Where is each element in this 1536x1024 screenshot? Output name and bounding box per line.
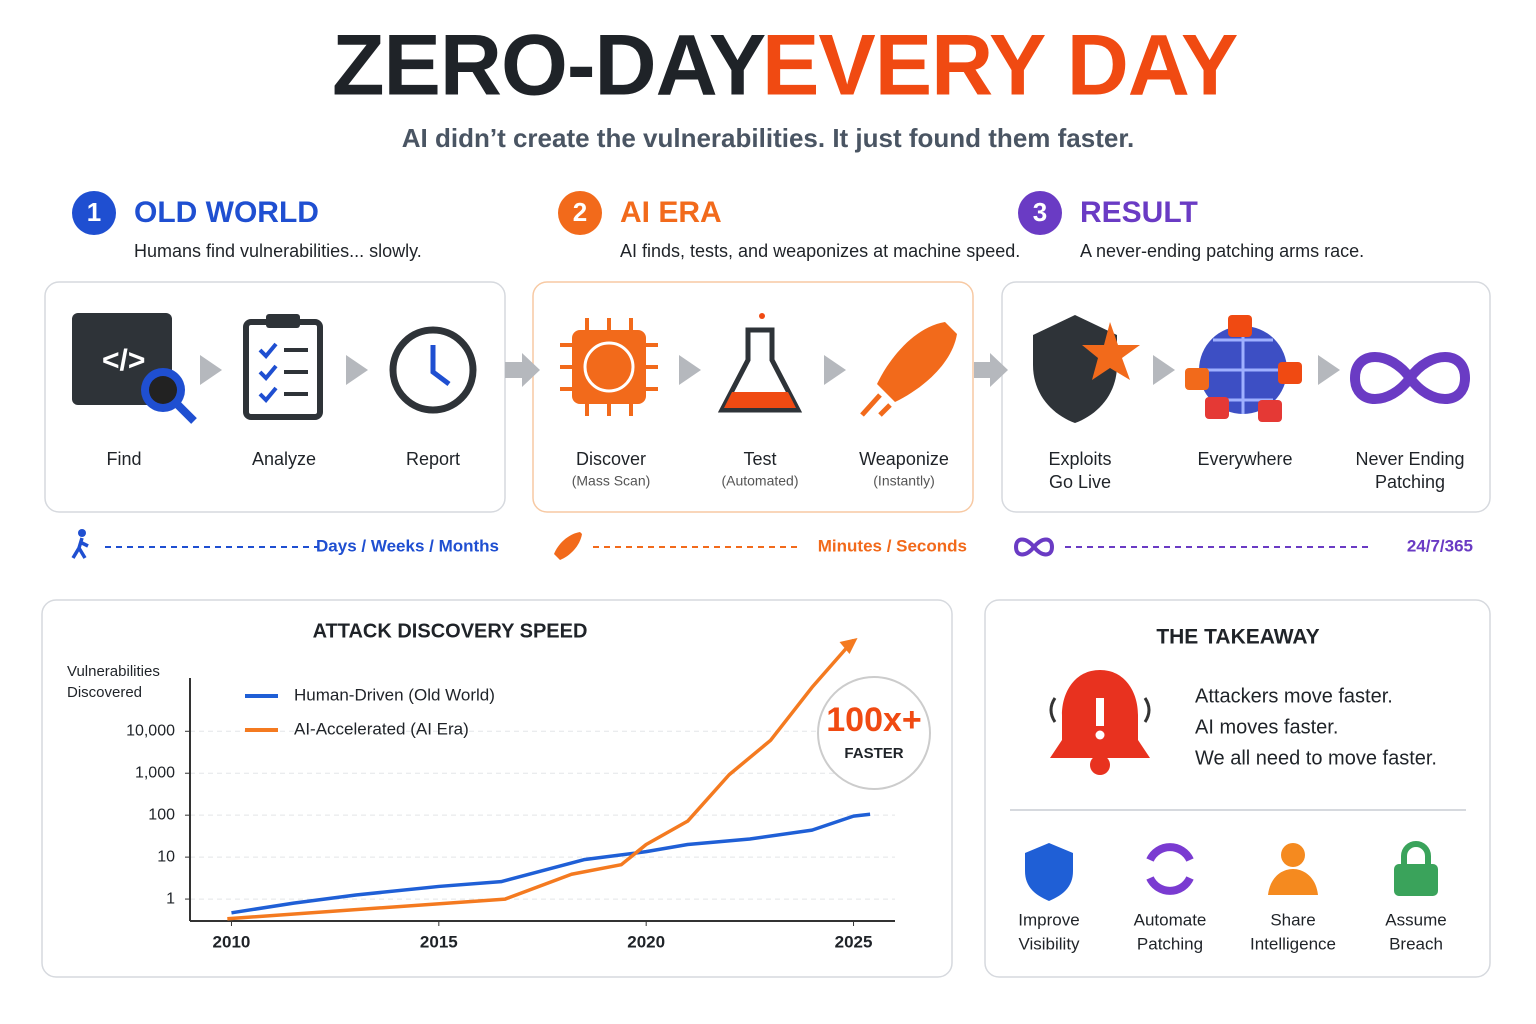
timeline-label: 24/7/365 [1407,536,1473,555]
svg-text:</>: </> [102,344,145,377]
section-tagline: A never-ending patching arms race. [1080,241,1364,261]
section-number: 1 [87,197,101,227]
step-label: Never Ending [1355,449,1464,469]
series-line [227,638,855,921]
section-number: 2 [573,197,587,227]
action-label: Breach [1389,934,1443,953]
icon-exploit [1033,315,1140,423]
chart-title: ATTACK DISCOVERY SPEED [313,620,588,642]
takeaway-line: We all need to move faster. [1195,747,1437,769]
icon-sync [1146,843,1194,895]
step-sublabel: (Mass Scan) [572,473,651,489]
icon-everywhere [1185,315,1302,422]
action-label: Intelligence [1250,934,1336,953]
action-label: Automate [1134,910,1207,929]
series-line [231,812,871,915]
action-label: Share [1270,910,1315,929]
x-tick-label: 2015 [420,932,458,951]
section-badge [558,191,602,235]
icon-infinity [1349,352,1471,404]
y-tick-label: 1 [166,890,175,907]
section-name: AI ERA [620,196,722,229]
y-axis-label: Vulnerabilities [67,663,160,680]
step-label: Weaponize [859,449,949,469]
action-label: Improve [1018,910,1079,929]
subtitle: AI didn’t create the vulnerabilities. It… [402,123,1134,153]
icon-shield [1025,843,1073,901]
icon-test [717,313,803,413]
step-label: Go Live [1049,472,1111,492]
step-label: Analyze [252,449,316,469]
y-tick-label: 1,000 [135,764,175,781]
timeline-icon [1013,537,1055,557]
icon-weaponize [860,322,957,417]
step-label: Report [406,449,460,469]
y-tick-label: 10 [157,848,175,865]
arrows [200,353,1340,387]
title-dark: ZERO-DAY [332,18,765,114]
icon-people [1268,843,1318,895]
step-label: Find [106,449,141,469]
action-label: Assume [1385,910,1446,929]
icon-find: </> [72,313,197,424]
step-label: Exploits [1048,449,1111,469]
timeline-icon [554,532,582,560]
icon-analyze [243,314,323,420]
takeaway-title: THE TAKEAWAY [1156,626,1319,649]
section-name: RESULT [1080,196,1198,229]
icon-bell [1049,670,1151,775]
action-label: Patching [1137,934,1203,953]
action-label: Visibility [1018,934,1080,953]
section-tagline: Humans find vulnerabilities... slowly. [134,241,422,261]
section-name: OLD WORLD [134,196,319,229]
timeline-icon [71,529,89,559]
timeline-label: Minutes / Seconds [818,536,967,555]
section-tagline: AI finds, tests, and weaponizes at machi… [620,241,1020,261]
step-label: Everywhere [1197,449,1292,469]
step-sublabel: (Automated) [721,473,798,489]
takeaway-line: AI moves faster. [1195,716,1338,738]
step-sublabel: (Instantly) [873,473,934,489]
step-label: Patching [1375,472,1445,492]
step-label: Discover [576,449,646,469]
y-tick-label: 10,000 [126,722,175,739]
timeline-label: Days / Weeks / Months [316,536,499,555]
step-label: Test [743,449,776,469]
section-badge [72,191,116,235]
x-tick-label: 2020 [627,932,665,951]
legend-label: AI-Accelerated (AI Era) [294,719,469,738]
x-tick-label: 2025 [835,932,873,951]
section-badge [1018,191,1062,235]
section-number: 3 [1033,197,1047,227]
y-tick-label: 100 [148,806,175,823]
title-accent: EVERY DAY [762,18,1237,114]
x-tick-label: 2010 [213,932,251,951]
y-axis-label: Discovered [67,684,142,701]
callout-bubble [817,676,931,790]
icon-lock [1394,841,1438,896]
arrow-head [839,638,858,654]
callout-label: 100x+ [826,701,922,739]
callout-text: FASTER [844,745,903,762]
icon-discover [560,318,658,416]
legend-label: Human-Driven (Old World) [294,685,495,704]
takeaway-line: Attackers move faster. [1195,685,1393,707]
icon-report [389,326,477,414]
